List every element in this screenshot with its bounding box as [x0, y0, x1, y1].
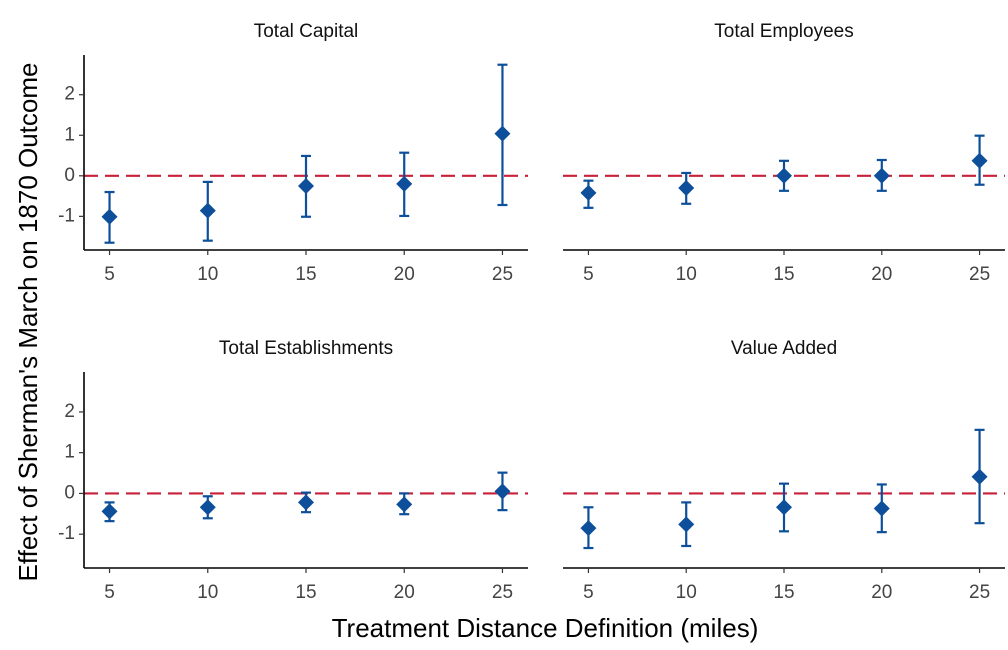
x-tick-label: 20 — [394, 582, 415, 603]
point — [873, 500, 890, 517]
y-tick-label: -1 — [58, 523, 75, 544]
point — [580, 520, 597, 537]
x-tick-label: 20 — [394, 264, 415, 285]
x-tick-label: 25 — [969, 264, 990, 285]
x-tick-label: 20 — [871, 264, 892, 285]
point — [494, 483, 511, 500]
x-tick-label: 10 — [197, 582, 218, 603]
point — [396, 175, 413, 192]
y-axis-label: Effect of Sherman's March on 1870 Outcom… — [13, 63, 43, 582]
point — [776, 167, 792, 184]
point — [971, 152, 988, 169]
x-tick-label: 25 — [492, 264, 513, 285]
point — [494, 125, 511, 142]
y-tick-label: 2 — [64, 84, 75, 105]
point — [678, 516, 695, 533]
point — [298, 494, 314, 511]
x-tick-label: 10 — [197, 264, 218, 285]
y-tick-label: 2 — [64, 401, 75, 422]
point — [971, 468, 988, 485]
panel-title: Value Added — [731, 338, 837, 359]
point — [873, 167, 890, 184]
x-tick-label: 5 — [104, 582, 115, 603]
x-tick-label: 10 — [676, 582, 697, 603]
point — [396, 496, 413, 513]
panel-title: Total Employees — [714, 21, 853, 42]
x-tick-label: 25 — [969, 582, 990, 603]
y-tick-label: 1 — [64, 442, 75, 463]
panel-title: Total Capital — [254, 21, 359, 42]
point — [199, 202, 216, 219]
x-tick-label: 15 — [773, 264, 794, 285]
y-tick-label: 0 — [64, 482, 75, 503]
x-tick-label: 10 — [676, 264, 697, 285]
x-tick-label: 5 — [104, 264, 115, 285]
x-tick-label: 20 — [871, 582, 892, 603]
point — [580, 184, 597, 201]
x-axis-label: Treatment Distance Definition (miles) — [332, 613, 759, 643]
panel-title: Total Establishments — [219, 338, 393, 359]
y-tick-label: -1 — [58, 205, 75, 226]
x-tick-label: 15 — [773, 582, 794, 603]
point — [678, 179, 695, 196]
x-tick-label: 25 — [492, 582, 513, 603]
x-tick-label: 15 — [295, 582, 316, 603]
point — [776, 499, 792, 516]
y-tick-label: 0 — [64, 165, 75, 186]
x-tick-label: 5 — [583, 582, 594, 603]
x-tick-label: 5 — [583, 264, 594, 285]
x-tick-label: 15 — [295, 264, 316, 285]
point — [199, 499, 216, 516]
point — [101, 208, 118, 225]
point — [101, 503, 118, 520]
point — [298, 177, 314, 194]
y-tick-label: 1 — [64, 124, 75, 145]
